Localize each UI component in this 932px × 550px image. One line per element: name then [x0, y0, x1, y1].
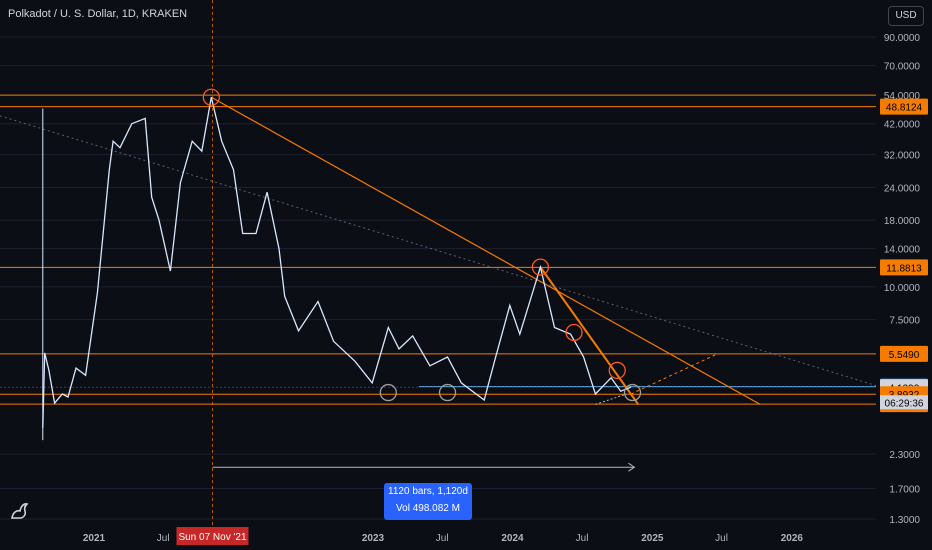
x-tick-label: 2025 — [641, 533, 664, 544]
y-tick-label: 14.0000 — [884, 245, 921, 256]
x-tick-label: Jul — [576, 533, 589, 544]
price-badge — [880, 98, 928, 115]
pivot-marker[interactable] — [379, 383, 397, 402]
price-badge — [880, 345, 928, 362]
price-badge-label: 11.8813 — [886, 263, 922, 274]
y-tick-label: 90.0000 — [884, 33, 921, 44]
price-series-line — [42, 97, 632, 428]
y-tick-label: 10.0000 — [884, 283, 921, 294]
x-tick-label: 2024 — [501, 533, 524, 544]
crosshair-date-label: Sun 07 Nov '21 — [178, 532, 247, 543]
y-tick-label: 2.3000 — [889, 450, 920, 461]
x-tick-label: 2023 — [362, 533, 385, 544]
trendline[interactable] — [211, 96, 761, 405]
y-tick-label: 18.0000 — [884, 216, 921, 227]
x-tick-label: Jul — [157, 533, 170, 544]
price-badge — [880, 259, 928, 276]
x-tick-label: Jul — [436, 533, 449, 544]
projection-line[interactable] — [630, 353, 718, 395]
y-tick-label: 7.5000 — [889, 316, 920, 327]
x-tick-label: 2026 — [781, 533, 804, 544]
chart-title: Polkadot / U. S. Dollar, 1D, KRAKEN — [8, 8, 188, 20]
pivot-marker[interactable] — [623, 383, 642, 402]
y-tick-label: 42.0000 — [884, 120, 921, 131]
countdown-badge — [880, 395, 928, 410]
countdown-label: 06:29:36 — [885, 398, 924, 409]
x-tick-label: 2021 — [83, 533, 106, 544]
trendline[interactable] — [539, 266, 640, 405]
pivot-marker[interactable] — [565, 323, 583, 342]
pivot-marker[interactable] — [202, 88, 220, 106]
y-tick-label: 1.3000 — [889, 515, 920, 526]
y-tick-label: 1.7000 — [889, 484, 920, 495]
currency-button[interactable]: USD — [888, 6, 924, 26]
y-tick-label: 24.0000 — [884, 183, 921, 194]
y-tick-label: 32.0000 — [884, 151, 921, 162]
measure-volume: Vol 498.082 M — [396, 503, 460, 514]
measure-bars: 1120 bars, 1,120d — [388, 486, 468, 497]
pivot-marker[interactable] — [438, 383, 457, 402]
measure-arrowhead — [628, 462, 636, 472]
x-tick-label: Jul — [715, 533, 728, 544]
crosshair-date-badge — [176, 527, 249, 545]
projection-line[interactable] — [595, 393, 627, 405]
y-tick-label: 54.0000 — [884, 91, 921, 102]
price-badge-label: 5.5490 — [889, 350, 920, 361]
measure-tooltip: 1120 bars, 1,120d Vol 498.082 M — [384, 483, 472, 520]
price-badge-label: 48.8124 — [886, 103, 923, 114]
pivot-marker[interactable] — [531, 258, 550, 276]
trendline[interactable] — [0, 115, 877, 387]
pivot-marker[interactable] — [608, 361, 626, 380]
tradingview-logo-icon[interactable] — [8, 498, 32, 522]
y-tick-label: 70.0000 — [884, 62, 921, 73]
